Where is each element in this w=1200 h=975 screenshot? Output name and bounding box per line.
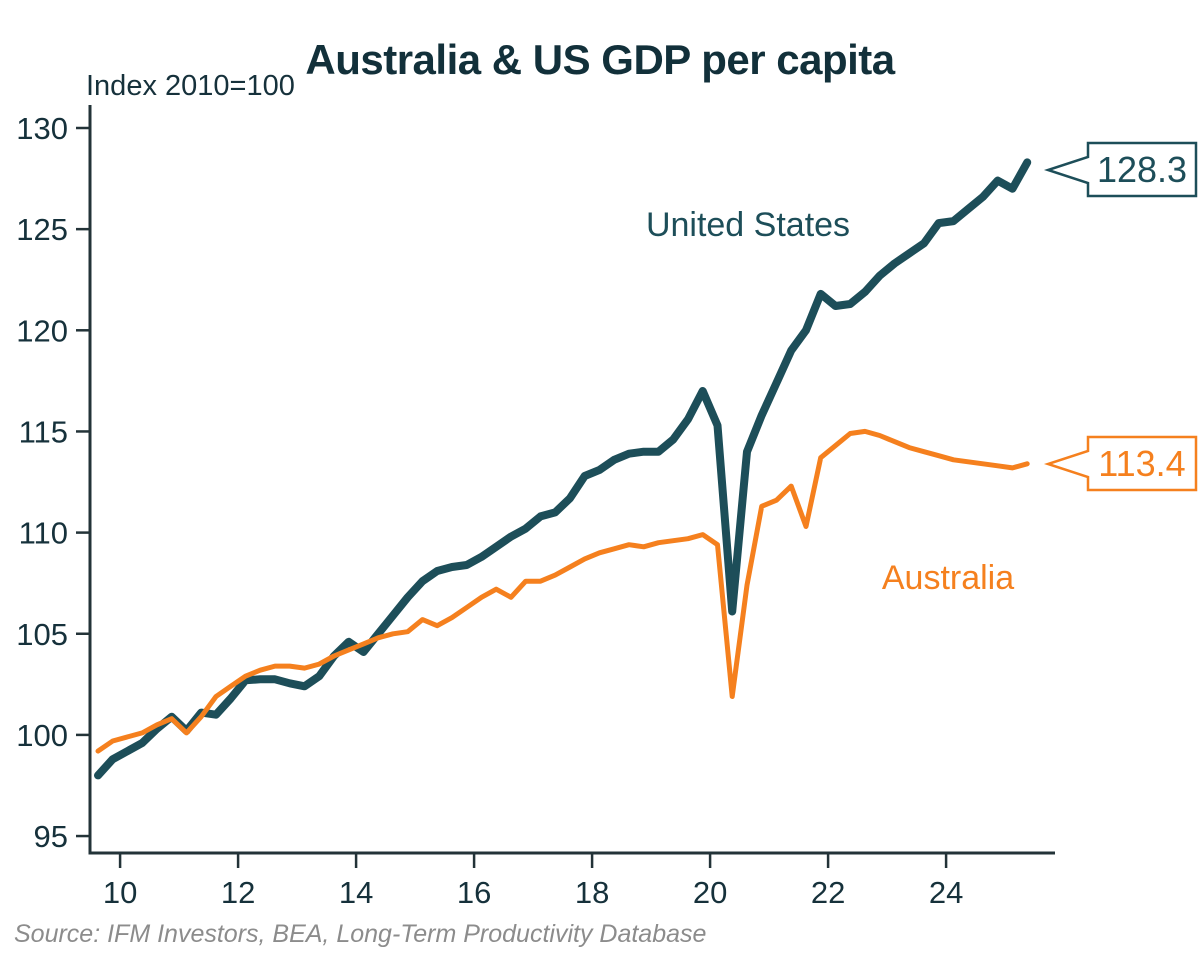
axis-spine: [88, 105, 1055, 855]
data-lines: [94, 158, 1032, 780]
x-tick-label: 24: [929, 875, 963, 910]
axes: 95 100 105 110 115 120 125 130 10 12 14 16 18 20 22 24: [16, 105, 1055, 910]
us-callout-arrow-box: [1043, 141, 1198, 198]
x-tick-label: 12: [221, 875, 255, 910]
chart-subtitle: Index 2010=100: [86, 70, 295, 102]
x-tick-label: 14: [339, 875, 373, 910]
y-tick-label: 95: [34, 819, 68, 854]
y-tick-label: 130: [16, 111, 68, 146]
us-end-value: 128.3: [1097, 149, 1187, 190]
australia-series-label: Australia: [882, 559, 1014, 597]
y-tick-label: 125: [16, 212, 68, 247]
y-tick-label: 115: [19, 414, 68, 449]
australia-end-value: 113.4: [1098, 443, 1185, 484]
australia-end-value-callout: 113.4: [1043, 435, 1198, 492]
us-series-label: United States: [646, 206, 850, 244]
x-tick-label: 22: [811, 875, 845, 910]
x-tick-label: 18: [575, 875, 609, 910]
y-tick-label: 120: [16, 313, 68, 348]
y-tick-label: 100: [16, 718, 68, 753]
australia-callout-arrow-box: [1043, 435, 1198, 492]
x-tick-label: 20: [693, 875, 727, 910]
x-tick-label: 10: [103, 875, 137, 910]
y-tick-label: 105: [16, 617, 68, 652]
source-note: Source: IFM Investors, BEA, Long-Term Pr…: [14, 920, 707, 948]
united-states-line: [94, 158, 1032, 780]
y-tick-label: 110: [19, 516, 68, 551]
australia-line: [95, 428, 1030, 754]
us-end-value-callout: 128.3: [1043, 141, 1198, 198]
chart-title: Australia & US GDP per capita: [305, 36, 895, 84]
x-tick-label: 16: [457, 875, 491, 910]
